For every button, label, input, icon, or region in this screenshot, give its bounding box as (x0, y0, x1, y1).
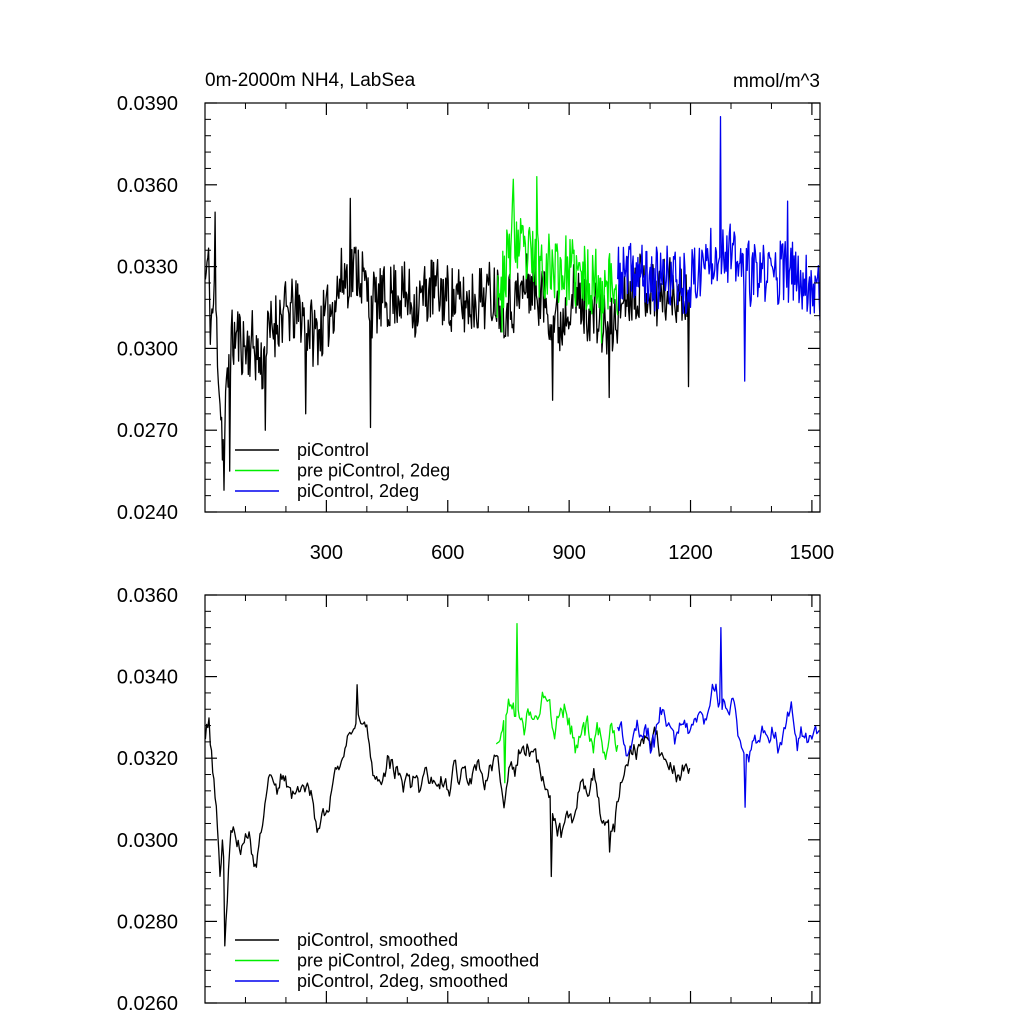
legend-label-2: pre piControl, 2deg, smoothed (297, 951, 539, 971)
series-line-3 (617, 115, 820, 382)
y-tick-label: 0.0240 (117, 502, 178, 524)
legend-label-1: piControl (297, 440, 369, 460)
x-tick-label: 1200 (668, 542, 713, 564)
series-line-3 (617, 626, 820, 808)
y-tick-label: 0.0340 (117, 667, 178, 689)
y-tick-label: 0.0260 (117, 993, 178, 1015)
bottom-panel: 0.0260 0.0280 0.0300 0.0320 0.0340 0.0360 piCo… (117, 585, 821, 1015)
y-tick-label: 0.0390 (117, 93, 178, 115)
legend-label-1: piControl, smoothed (297, 930, 458, 950)
y-tick-label: 0.0360 (117, 585, 178, 607)
x-tick-label: 900 (552, 542, 585, 564)
legend-label-2: pre piControl, 2deg (297, 461, 450, 481)
x-tick-label: 300 (310, 542, 343, 564)
series-line-1 (205, 684, 691, 947)
y-tick-label: 0.0300 (117, 338, 178, 360)
y-tick-label: 0.0330 (117, 257, 178, 279)
series-line-2 (495, 622, 619, 784)
y-tick-label: 0.0320 (117, 748, 178, 770)
legend-label-3: piControl, 2deg (297, 481, 419, 501)
chart-title: 0m-2000m NH4, LabSea (205, 70, 416, 91)
series-line-2 (496, 175, 619, 344)
y-tick-label: 0.0270 (117, 420, 178, 442)
plot-frame (204, 102, 821, 513)
series-line-1 (205, 197, 691, 491)
x-tick-label: 600 (431, 542, 464, 564)
y-tick-label: 0.0300 (117, 830, 178, 852)
x-tick-label: 1500 (790, 542, 835, 564)
y-tick-label: 0.0280 (117, 911, 178, 933)
legend-label-3: piControl, 2deg, smoothed (297, 971, 508, 991)
units-label: mmol/m^3 (733, 71, 820, 92)
y-tick-label: 0.0360 (117, 175, 178, 197)
top-panel: 0.0240 0.0270 0.0300 0.0330 0.0360 0.0390 300 6… (117, 70, 834, 564)
plot-frame (204, 594, 821, 1004)
